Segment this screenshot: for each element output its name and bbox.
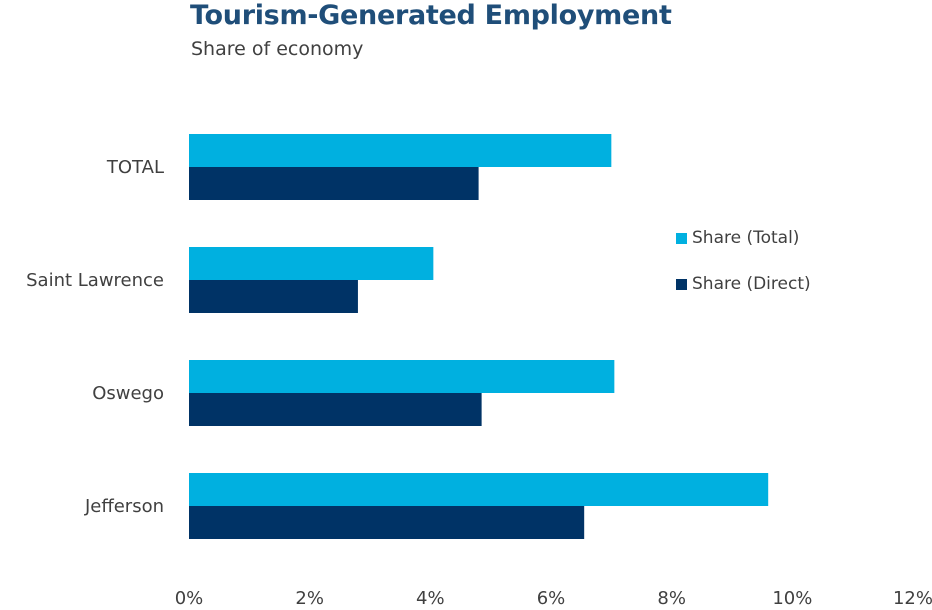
x-tick-label: 10% — [772, 588, 812, 609]
category-label-saint-lawrence: Saint Lawrence — [26, 270, 164, 291]
chart-legend: Share (Total) Share (Direct) — [676, 226, 811, 318]
x-tick-label: 12% — [893, 588, 932, 609]
bar-total-jefferson — [189, 473, 769, 506]
bar-direct-total — [189, 167, 479, 200]
category-label-oswego: Oswego — [92, 383, 164, 404]
x-tick-label: 6% — [537, 588, 566, 609]
chart-subtitle: Share of economy — [191, 38, 364, 60]
bar-direct-oswego — [189, 393, 482, 426]
bar-total-saint-lawrence — [189, 247, 434, 280]
x-tick-label: 0% — [175, 588, 204, 609]
legend-swatch-direct — [676, 278, 687, 290]
chart-title: Tourism-Generated Employment — [190, 0, 672, 31]
bar-total-total — [189, 134, 612, 167]
bar-direct-saint-lawrence — [189, 280, 358, 313]
category-label-total: TOTAL — [106, 157, 164, 178]
category-label-jefferson: Jefferson — [84, 496, 164, 517]
x-tick-label: 2% — [295, 588, 324, 609]
bar-direct-jefferson — [189, 506, 585, 539]
legend-label-direct: Share (Direct) — [692, 274, 811, 294]
legend-item-total: Share (Total) — [676, 226, 811, 250]
legend-label-total: Share (Total) — [692, 228, 800, 248]
bar-total-oswego — [189, 360, 615, 393]
legend-swatch-total — [676, 232, 687, 244]
legend-item-direct: Share (Direct) — [676, 272, 811, 296]
x-tick-label: 4% — [416, 588, 445, 609]
x-tick-label: 8% — [657, 588, 686, 609]
